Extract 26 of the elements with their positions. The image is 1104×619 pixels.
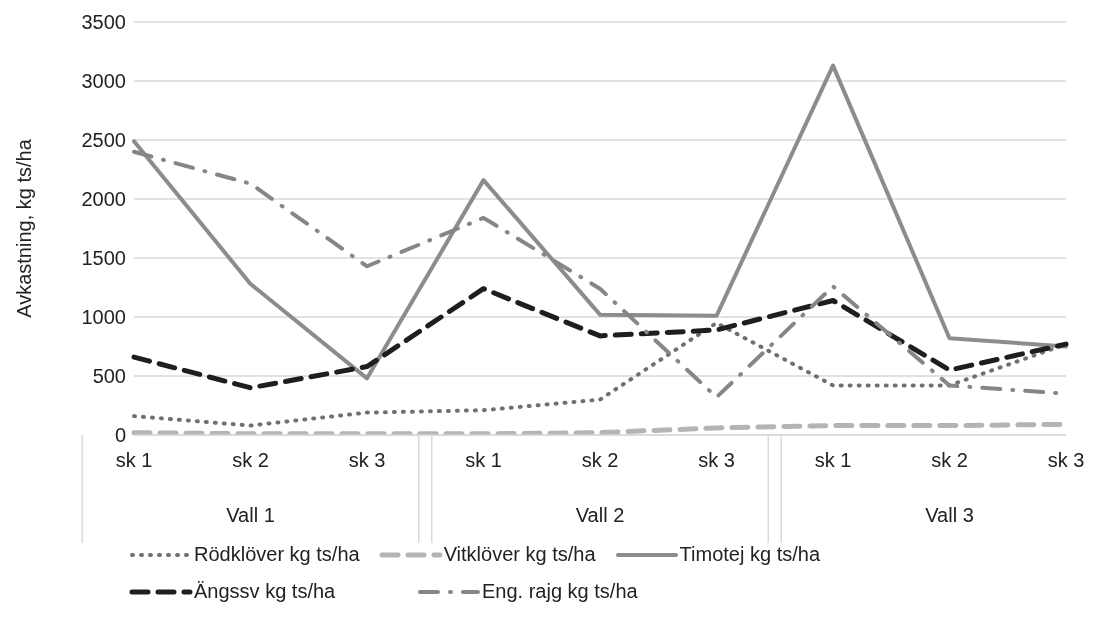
x-tick-label: sk 2: [232, 449, 269, 471]
x-tick-label: sk 2: [581, 449, 619, 471]
legend-label: Timotej kg ts/ha: [679, 543, 820, 566]
legend-label: Rödklöver kg ts/ha: [194, 543, 360, 566]
text: Vall 3: [925, 504, 974, 526]
y-tick-label: 2000: [81, 188, 126, 211]
x-tick-label: sk 1: [814, 449, 852, 471]
legend-label: Vitklöver kg ts/ha: [443, 543, 596, 566]
legend-label: Eng. rajg kg ts/ha: [482, 580, 638, 603]
x-tick-label: sk 1: [465, 449, 502, 471]
text: Vall 2: [575, 504, 625, 526]
legend-label: Ängssv kg ts/ha: [194, 580, 336, 603]
y-tick-label: 500: [92, 365, 126, 388]
x-tick-label: sk 3: [698, 449, 735, 471]
y-tick-label: 0: [114, 424, 126, 447]
y-tick-label: 1000: [81, 306, 126, 329]
x-tick-label: sk 3: [348, 449, 386, 471]
x-tick-label: sk 3: [1047, 449, 1085, 471]
text: Vall 1: [226, 504, 275, 526]
x-tick-label: sk 1: [115, 449, 153, 471]
y-tick-label: 3500: [81, 11, 126, 34]
y-tick-label: 3000: [81, 70, 126, 93]
y-tick-label: 1500: [81, 247, 126, 270]
y-tick-label: 2500: [81, 129, 126, 152]
x-tick-label: sk 2: [931, 449, 968, 471]
y-axis-title: Avkastning, kg ts/ha: [13, 138, 36, 318]
